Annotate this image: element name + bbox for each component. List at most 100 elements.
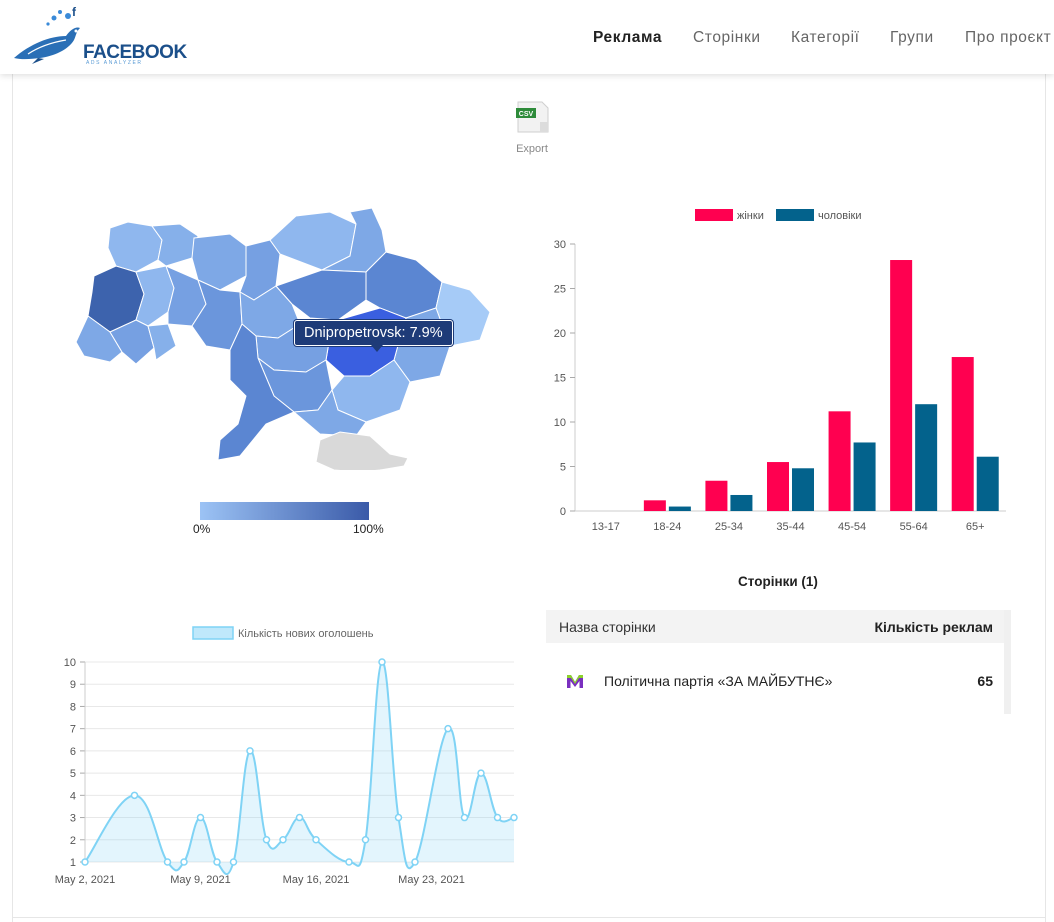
top-navbar: f FACEBOOK ADS ANALYZER Реклама Сторінки… [0,0,1054,74]
y-tick-label: 8 [70,701,76,713]
map-scale-max: 100% [353,522,384,536]
map-region-poltava[interactable] [275,269,367,321]
column-header-ads-count[interactable]: Кількість реклам [874,619,993,635]
bird-logo-icon: f [14,5,80,64]
bar-women-65+[interactable] [951,357,974,511]
bar-women-18-24[interactable] [643,500,666,511]
party-logo-icon [567,675,583,688]
y-tick-label: 10 [554,417,566,429]
bar-men-35-44[interactable] [792,468,814,511]
data-point[interactable] [394,813,403,822]
age-gender-bar-chart: жінки чоловіки 0 5 10 15 20 25 30 13-17 18-24 25… [554,209,1006,533]
bar-men-25-34[interactable] [730,494,753,511]
export-csv-button[interactable]: CSV Export [510,100,554,155]
nav-ads[interactable]: Реклама [593,29,663,46]
pages-section-title: Сторінки (1) [738,574,818,589]
y-tick-label: 7 [70,724,76,736]
data-point[interactable] [180,858,188,866]
x-tick-label: 55-64 [900,521,928,533]
data-point[interactable] [312,836,320,844]
data-point[interactable] [345,858,353,866]
column-header-page-name[interactable]: Назва сторінки [559,619,656,635]
bar-men-45-54[interactable] [853,442,876,511]
y-tick-label: 5 [70,768,76,780]
legend-swatch-women[interactable] [695,209,733,221]
map-region-crimea [315,431,409,470]
bar-women-25-34[interactable] [705,480,728,511]
y-tick-label: 15 [554,373,566,385]
series-area [85,661,514,875]
x-tick-label: 25-34 [715,521,743,533]
x-tick-label: 65+ [966,521,985,533]
map-region-chernivtsi[interactable] [147,323,177,361]
map-region-kherson[interactable] [292,388,367,437]
data-point[interactable] [361,836,370,844]
bar-women-45-54[interactable] [828,411,851,511]
logo-text: FACEBOOK [83,42,187,63]
data-point[interactable] [444,724,452,733]
data-point[interactable] [477,769,485,777]
data-point[interactable] [279,836,287,844]
page-name-link[interactable]: Політична партія «ЗА МАЙБУТНЄ» [604,673,833,689]
content-border-bottom [12,917,1046,918]
x-tick-label: 18-24 [653,521,681,533]
nav-groups[interactable]: Групи [890,29,934,46]
map-region-zhytomyr[interactable] [191,233,247,291]
data-point[interactable] [262,836,271,844]
y-tick-label: 25 [554,284,566,296]
x-tick-label: May 2, 2021 [55,874,116,886]
nav-categories[interactable]: Категорії [791,29,860,46]
site-logo[interactable]: f FACEBOOK ADS ANALYZER [10,5,187,66]
map-region-rivne[interactable] [151,223,199,267]
x-tick-label: 45-54 [838,521,866,533]
data-point[interactable] [196,813,205,822]
bar-women-55-64[interactable] [890,260,913,511]
data-point[interactable] [213,858,221,866]
data-point[interactable] [510,813,518,822]
bar-men-65+[interactable] [976,456,999,511]
y-tick-label: 5 [560,462,566,474]
page-ads-count: 65 [977,673,993,689]
x-tick-label: 13-17 [592,521,620,533]
bar-men-55-64[interactable] [915,404,938,511]
y-tick-label: 10 [64,657,76,669]
content-border-right [1045,74,1046,922]
nav-about[interactable]: Про проєкт [965,29,1052,46]
data-point[interactable] [460,813,469,822]
nav-pages[interactable]: Сторінки [693,29,761,46]
pages-table-header: Назва сторінки Кількість реклам [546,610,1011,643]
data-point[interactable] [378,658,386,666]
legend-swatch-men[interactable] [776,209,814,221]
table-scrollbar[interactable] [1004,610,1011,714]
data-point[interactable] [411,858,419,866]
legend-label-men: чоловіки [818,210,862,222]
logo-subtext: ADS ANALYZER [86,60,143,66]
legend-swatch-new-ads[interactable] [192,626,234,640]
legend-label-new-ads: Кількість нових оголошень [238,628,374,640]
data-point[interactable] [229,858,238,866]
y-tick-label: 6 [70,746,76,758]
y-tick-label: 9 [70,679,76,691]
data-point[interactable] [246,747,254,755]
table-row[interactable]: Політична партія «ЗА МАЙБУТНЄ» 65 [546,643,1011,714]
map-tooltip: Dnipropetrovsk: 7.9% [294,320,453,352]
data-point[interactable] [493,813,502,822]
bar-men-18-24[interactable] [668,506,691,511]
y-tick-label: 4 [70,790,76,802]
map-scale-min: 0% [193,522,211,536]
map-region-odesa[interactable] [217,323,295,461]
legend-label-women: жінки [737,210,764,222]
map-region-kharkiv[interactable] [365,251,443,319]
data-point[interactable] [295,813,304,822]
y-tick-label: 3 [70,813,76,825]
x-tick-label: May 23, 2021 [398,874,465,886]
svg-text:f: f [72,6,77,19]
x-tick-label: May 9, 2021 [170,874,231,886]
export-label: Export [516,143,548,155]
csv-badge: CSV [519,111,534,118]
data-point[interactable] [163,858,172,866]
data-point[interactable] [130,791,139,800]
bar-women-35-44[interactable] [767,462,789,511]
data-point[interactable] [81,858,89,866]
pages-table: Назва сторінки Кількість реклам Політичн… [546,610,1011,714]
